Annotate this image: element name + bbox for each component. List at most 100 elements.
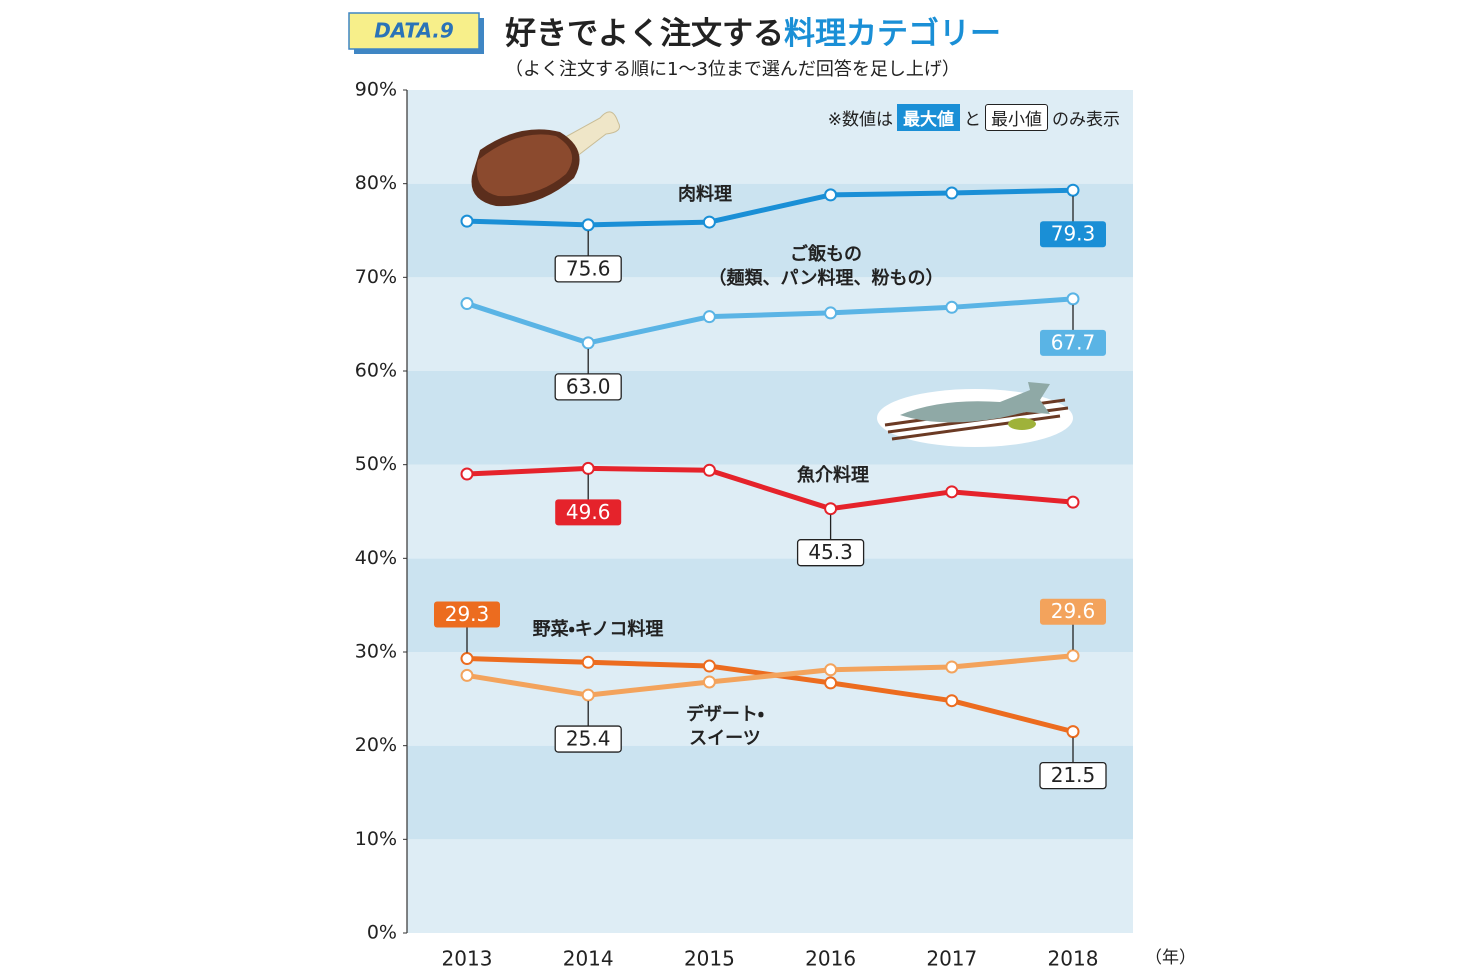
band — [407, 464, 1133, 559]
x-tick-label: 2017 — [926, 947, 977, 971]
point — [945, 694, 959, 708]
point — [824, 502, 838, 516]
band — [407, 745, 1133, 840]
value-label: 21.5 — [1051, 763, 1096, 787]
chart-title: 好きでよく注文する料理カテゴリー — [505, 16, 1001, 52]
y-tick-label: 30% — [355, 641, 397, 663]
point — [702, 659, 716, 673]
value-label: 63.0 — [566, 374, 611, 398]
point — [460, 214, 474, 228]
value-label-box — [554, 373, 622, 401]
note-text: ※数値は — [827, 110, 893, 130]
series-line — [466, 187, 1074, 228]
value-label: 29.6 — [1051, 599, 1096, 623]
series-line — [466, 653, 1074, 698]
note-text: と — [964, 110, 981, 130]
y-tick-label: 40% — [355, 547, 397, 569]
point — [702, 675, 716, 689]
point — [824, 663, 838, 677]
series-name: デザート・ スイーツ — [685, 704, 765, 749]
value-label-box — [796, 539, 865, 567]
point — [581, 336, 595, 350]
point — [824, 306, 838, 320]
x-unit: （年） — [1145, 948, 1196, 968]
value-label-box — [434, 601, 500, 628]
y-tick-label: 50% — [355, 453, 397, 475]
point — [460, 467, 474, 481]
band — [407, 839, 1133, 933]
series-name: 肉料理 — [678, 184, 732, 205]
note: ※数値は 最大値 と 最小値 のみ表示 — [828, 104, 1120, 131]
point — [460, 297, 474, 311]
note-text: のみ表示 — [1052, 110, 1120, 130]
title-part: 好きでよく注文する — [505, 16, 784, 52]
note-max: 最大値 — [897, 104, 960, 131]
point — [702, 310, 716, 324]
bands — [407, 90, 1133, 933]
x-tick-label: 2014 — [563, 947, 614, 971]
subtitle: （よく注文する順に1〜3位まで選んだ回答を足し上げ） — [505, 59, 960, 80]
point — [945, 485, 959, 499]
fish-illustration — [877, 382, 1073, 447]
band — [407, 558, 1133, 652]
point — [1066, 183, 1080, 197]
point — [1066, 495, 1080, 509]
value-label: 75.6 — [566, 256, 611, 280]
value-label-box — [1040, 221, 1106, 248]
point — [945, 660, 959, 674]
value-label: 29.3 — [445, 602, 490, 626]
point — [945, 186, 959, 200]
value-label-box — [1040, 329, 1106, 356]
point — [581, 218, 595, 232]
point — [702, 463, 716, 477]
value-label-box — [554, 255, 622, 283]
point — [460, 652, 474, 666]
value-label: 49.6 — [566, 500, 611, 524]
y-tick-label: 20% — [355, 734, 397, 756]
y-tick-label: 70% — [355, 266, 397, 288]
point — [1066, 292, 1080, 306]
point — [945, 300, 959, 314]
value-label: 45.3 — [808, 540, 853, 564]
series-name: 野菜・キノコ料理 — [532, 619, 664, 640]
point — [824, 188, 838, 202]
title-part: 料理カテゴリー — [784, 16, 1001, 52]
value-label: 67.7 — [1051, 330, 1096, 354]
x-tick-label: 2015 — [684, 947, 735, 971]
series-name: 魚介料理 — [797, 465, 869, 486]
band — [407, 277, 1133, 371]
y-tick-label: 10% — [355, 828, 397, 850]
y-tick-label: 0% — [367, 922, 397, 944]
x-tick-label: 2013 — [442, 947, 493, 971]
y-tick-label: 80% — [355, 172, 397, 194]
x-tick-label: 2016 — [805, 947, 856, 971]
point — [581, 655, 595, 669]
value-label-box — [1040, 598, 1106, 625]
point — [1066, 649, 1080, 663]
meat-illustration — [471, 111, 620, 207]
series-name: ご飯もの （麺類、パン料理、粉もの） — [708, 244, 944, 289]
y-tick-label: 60% — [355, 360, 397, 382]
note-min: 最小値 — [985, 104, 1048, 131]
series-line — [466, 465, 1074, 512]
point — [1066, 725, 1080, 739]
y-tick-label: 90% — [355, 79, 397, 101]
point — [460, 668, 474, 682]
badge — [348, 12, 480, 50]
value-label-box — [555, 499, 622, 526]
series-line — [466, 296, 1074, 346]
value-label: 25.4 — [566, 727, 611, 751]
value-label: 79.3 — [1051, 222, 1096, 246]
point — [581, 688, 595, 702]
point — [702, 215, 716, 229]
value-label-box — [1039, 761, 1107, 790]
badge-text: DATA.9 — [374, 19, 454, 43]
point — [824, 676, 838, 690]
grid — [403, 89, 407, 934]
value-label-box — [554, 725, 622, 753]
x-tick-label: 2018 — [1048, 947, 1099, 971]
band — [407, 652, 1133, 746]
point — [581, 461, 595, 475]
